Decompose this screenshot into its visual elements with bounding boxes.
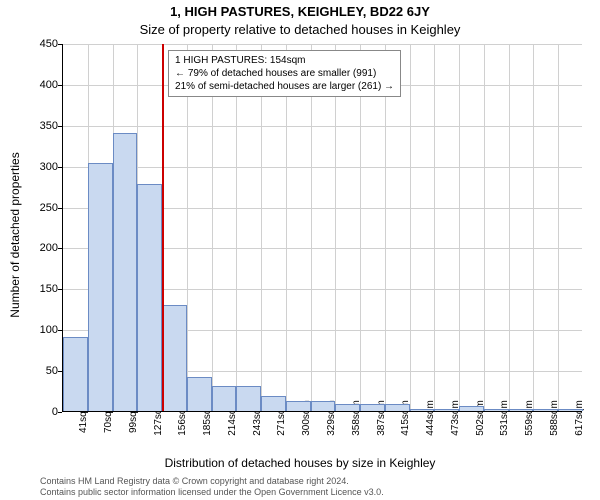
y-tick-mark	[58, 208, 62, 209]
y-axis-label: Number of detached properties	[8, 125, 22, 345]
grid-v	[311, 44, 312, 411]
histogram-bar	[187, 377, 212, 411]
grid-v	[459, 44, 460, 411]
y-tick-label: 250	[28, 202, 58, 214]
histogram-bar	[212, 386, 237, 411]
grid-h	[63, 44, 582, 45]
annotation-line: ← 79% of detached houses are smaller (99…	[175, 67, 394, 80]
histogram-bar	[484, 409, 509, 411]
y-tick-label: 400	[28, 79, 58, 91]
histogram-bar	[113, 133, 138, 411]
histogram-bar	[137, 184, 162, 411]
grid-v	[187, 44, 188, 411]
annotation-line: 21% of semi-detached houses are larger (…	[175, 80, 394, 93]
grid-h	[63, 167, 582, 168]
histogram-bar	[311, 401, 336, 411]
grid-v	[558, 44, 559, 411]
grid-h	[63, 126, 582, 127]
page-title-1: 1, HIGH PASTURES, KEIGHLEY, BD22 6JY	[0, 4, 600, 19]
property-marker-line	[162, 44, 164, 411]
y-tick-label: 350	[28, 120, 58, 132]
grid-v	[236, 44, 237, 411]
footer-attribution: Contains HM Land Registry data © Crown c…	[0, 476, 600, 498]
grid-v	[335, 44, 336, 411]
histogram-bar	[261, 396, 286, 411]
grid-v	[533, 44, 534, 411]
x-tick-label: 617sqm	[574, 400, 585, 436]
histogram-bar	[509, 409, 534, 411]
histogram-bar	[410, 409, 435, 411]
y-tick-mark	[58, 289, 62, 290]
histogram-bar	[533, 409, 558, 411]
page-title-2: Size of property relative to detached ho…	[0, 22, 600, 37]
y-tick-label: 200	[28, 242, 58, 254]
grid-v	[484, 44, 485, 411]
histogram-bar	[162, 305, 187, 411]
chart-plot-area: 1 HIGH PASTURES: 154sqm← 79% of detached…	[62, 44, 582, 412]
y-tick-label: 100	[28, 324, 58, 336]
grid-v	[261, 44, 262, 411]
y-tick-mark	[58, 248, 62, 249]
footer-line-2: Contains public sector information licen…	[40, 487, 600, 498]
y-tick-mark	[58, 330, 62, 331]
histogram-bar	[63, 337, 88, 411]
y-tick-label: 150	[28, 283, 58, 295]
histogram-bar	[385, 404, 410, 411]
grid-v	[410, 44, 411, 411]
histogram-bar	[236, 386, 261, 411]
footer-line-1: Contains HM Land Registry data © Crown c…	[40, 476, 600, 487]
y-tick-label: 450	[28, 38, 58, 50]
annotation-box: 1 HIGH PASTURES: 154sqm← 79% of detached…	[168, 50, 401, 97]
x-axis-label: Distribution of detached houses by size …	[0, 456, 600, 470]
annotation-line: 1 HIGH PASTURES: 154sqm	[175, 54, 394, 67]
histogram-bar	[335, 404, 360, 411]
histogram-bar	[558, 409, 583, 411]
histogram-bar	[434, 409, 459, 411]
y-tick-mark	[58, 371, 62, 372]
y-tick-mark	[58, 44, 62, 45]
y-tick-label: 50	[28, 365, 58, 377]
histogram-bar	[286, 401, 311, 411]
y-tick-mark	[58, 85, 62, 86]
y-tick-label: 0	[28, 406, 58, 418]
grid-v	[360, 44, 361, 411]
grid-v	[385, 44, 386, 411]
histogram-bar	[88, 163, 113, 411]
grid-v	[212, 44, 213, 411]
y-tick-mark	[58, 412, 62, 413]
grid-v	[434, 44, 435, 411]
histogram-bar	[459, 406, 484, 411]
y-tick-label: 300	[28, 161, 58, 173]
histogram-bar	[360, 404, 385, 411]
y-tick-mark	[58, 167, 62, 168]
grid-v	[286, 44, 287, 411]
y-tick-mark	[58, 126, 62, 127]
grid-v	[509, 44, 510, 411]
